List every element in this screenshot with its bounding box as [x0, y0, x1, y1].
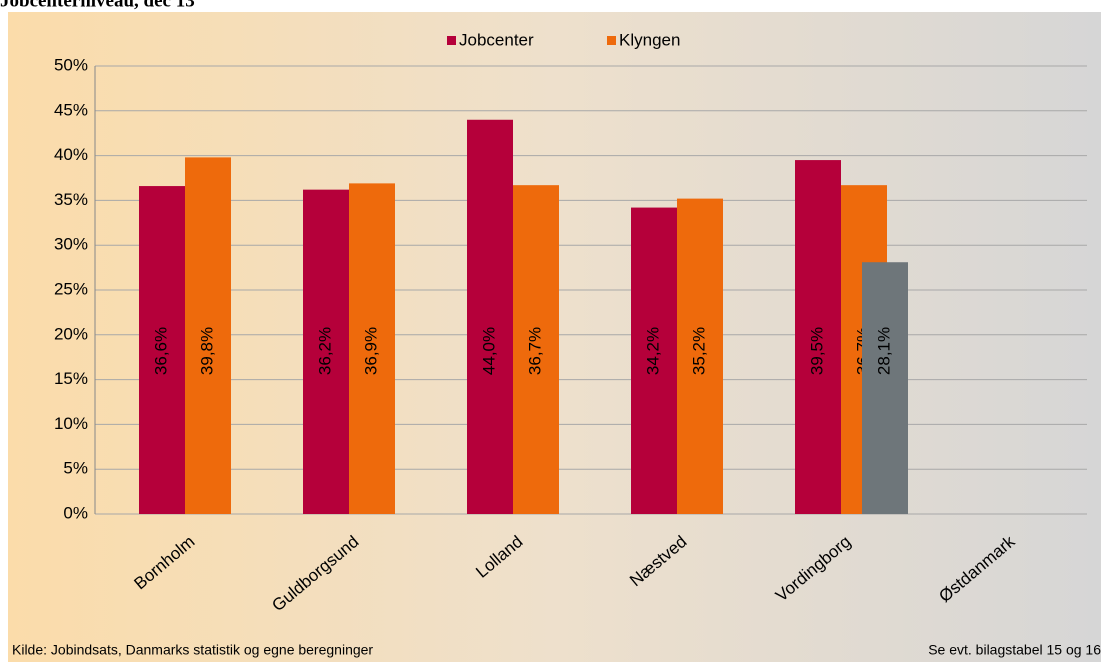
y-tick-label: 0% [63, 503, 88, 522]
value-label: 36,6% [151, 327, 170, 375]
y-tick-label: 5% [63, 459, 88, 478]
y-tick-label: 40% [54, 145, 88, 164]
y-tick-label: 35% [54, 190, 88, 209]
value-label: 28,1% [874, 327, 893, 375]
bar [677, 198, 723, 514]
value-label: 44,0% [479, 327, 498, 375]
bar [862, 262, 908, 514]
value-label: 39,5% [807, 327, 826, 375]
bar [349, 183, 395, 514]
bar [795, 160, 841, 514]
y-tick-label: 10% [54, 414, 88, 433]
note: Se evt. bilagstabel 15 og 16 [928, 642, 1101, 658]
y-tick-label: 20% [54, 324, 88, 343]
value-label: 36,2% [315, 327, 334, 375]
legend-swatch [607, 36, 616, 45]
value-label: 35,2% [689, 327, 708, 375]
legend-swatch [447, 36, 456, 45]
y-tick-label: 50% [54, 55, 88, 74]
bar [139, 186, 185, 514]
legend-label: Jobcenter [459, 30, 534, 49]
bar [467, 119, 513, 514]
y-tick-label: 15% [54, 369, 88, 388]
legend-label: Klyngen [619, 30, 680, 49]
y-tick-label: 30% [54, 235, 88, 254]
value-label: 34,2% [643, 327, 662, 375]
bar [631, 207, 677, 514]
y-tick-label: 25% [54, 279, 88, 298]
bar [185, 157, 231, 514]
source: Kilde: Jobindsats, Danmarks statistik og… [12, 642, 373, 658]
chart-title: Jobcenterniveau, dec 13 [0, 0, 195, 11]
value-label: 39,8% [197, 327, 216, 375]
bar [513, 185, 559, 514]
value-label: 36,7% [525, 327, 544, 375]
value-label: 36,9% [361, 327, 380, 375]
bar [303, 189, 349, 514]
y-tick-label: 45% [54, 100, 88, 119]
